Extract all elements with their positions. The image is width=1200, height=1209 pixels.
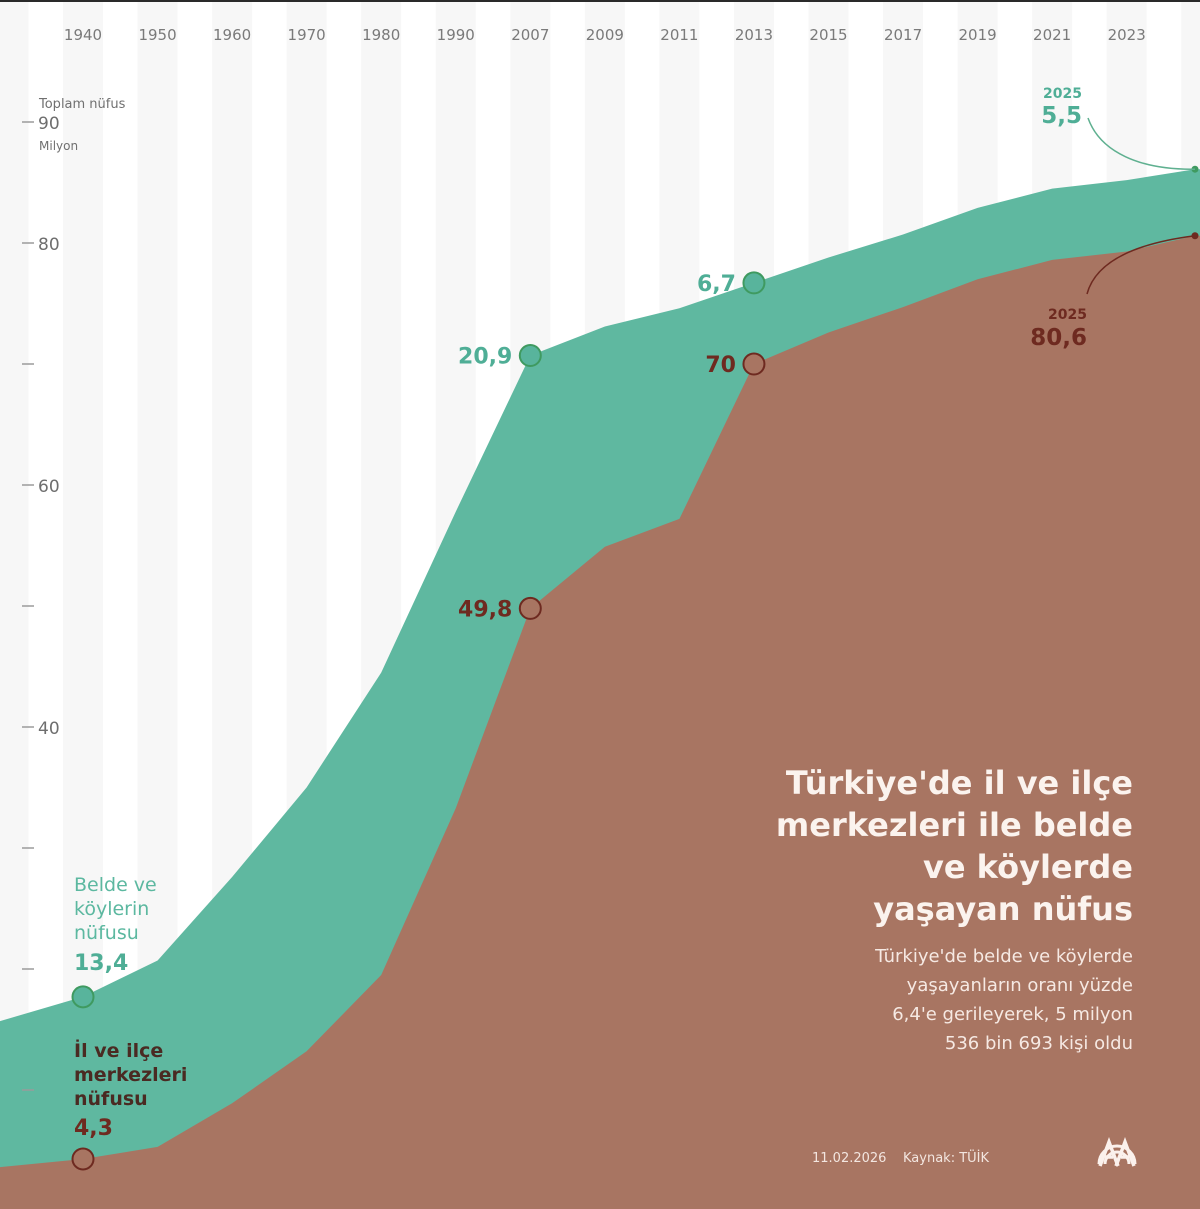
callout-arrow-rural: [1087, 117, 1196, 170]
callout-arrow-urban: [1086, 234, 1196, 295]
title-block: Türkiye'de il ve ilçe merkezleri ile beld…: [776, 764, 1133, 1054]
x-tick-label: 1940: [64, 26, 102, 44]
x-tick-label: 2023: [1108, 26, 1146, 44]
y-tick-label: 60: [38, 477, 60, 497]
marker-urban: [518, 596, 542, 620]
footer: 11.02.2026 Kaynak: TÜİK: [812, 1137, 1137, 1167]
chart-subtitle-line: yaşayanların oranı yüzde: [907, 975, 1133, 996]
legend-rural-line: köylerin: [74, 898, 149, 920]
chart-subtitle-line: 6,4'e gerileyerek, 5 milyon: [892, 1004, 1133, 1025]
value-label-rural: 13,4: [74, 951, 128, 976]
legend-urban-line: merkezleri: [74, 1064, 187, 1086]
value-label-urban: 49,8: [458, 597, 512, 622]
x-tick-label: 1990: [437, 26, 475, 44]
chart-title-line: merkezleri ile belde: [776, 806, 1133, 844]
value-label-urban: 70: [705, 353, 736, 378]
value-label-rural: 20,9: [458, 345, 512, 370]
stacked-areas: [0, 169, 1200, 1209]
x-tick-label: 1980: [362, 26, 400, 44]
callout-value-urban: 80,6: [1030, 325, 1087, 351]
x-tick-label: 1970: [288, 26, 326, 44]
x-tick-label: 2021: [1033, 26, 1071, 44]
marker-urban: [71, 1147, 95, 1171]
chart-title-line: ve köylerde: [923, 848, 1133, 886]
chart-title-line: Türkiye'de il ve ilçe: [786, 764, 1133, 802]
aa-logo-icon: [1097, 1137, 1137, 1167]
x-tick-label: 1960: [213, 26, 251, 44]
value-label-urban: 4,3: [74, 1116, 113, 1141]
x-axis-year-labels: 1940 1950 1960 1970 1980 1990 2007 2009 2011 2013…: [64, 26, 1146, 44]
legend-urban-line: nüfusu: [74, 1088, 148, 1110]
chart-title-line: yaşayan nüfus: [873, 890, 1133, 928]
area-urban-population: [0, 235, 1200, 1209]
legend-urban-line: İl ve ilçe: [74, 1038, 163, 1062]
marker-rural: [518, 344, 542, 368]
chart-subtitle-line: 536 bin 693 kişi oldu: [945, 1033, 1133, 1054]
y-tick-label: 80: [38, 235, 60, 255]
x-tick-label: 2017: [884, 26, 922, 44]
y-tick-label: 40: [38, 719, 60, 739]
x-tick-label: 2013: [735, 26, 773, 44]
marker-rural: [742, 271, 766, 295]
y-tick-label: 90: [38, 114, 60, 134]
marker-rural: [71, 985, 95, 1009]
x-tick-label: 2011: [660, 26, 698, 44]
callout-year-urban: 2025: [1048, 307, 1087, 323]
x-tick-label: 1950: [138, 26, 176, 44]
y-axis: 90 80 60 40: [22, 114, 60, 1091]
marker-urban: [742, 352, 766, 376]
x-tick-label: 2009: [586, 26, 624, 44]
chart-subtitle-line: Türkiye'de belde ve köylerde: [874, 946, 1133, 967]
callout-year-rural: 2025: [1043, 86, 1082, 102]
legend-rural-line: Belde ve: [74, 874, 157, 896]
x-tick-label: 2007: [511, 26, 549, 44]
footer-date: 11.02.2026: [812, 1151, 886, 1166]
x-tick-label: 2019: [959, 26, 997, 44]
x-tick-label: 2015: [809, 26, 847, 44]
callout-value-rural: 5,5: [1041, 103, 1082, 129]
value-label-rural: 6,7: [697, 272, 736, 297]
y-axis-unit: Milyon: [39, 139, 78, 153]
legend-rural-line: nüfusu: [74, 922, 139, 944]
footer-source: Kaynak: TÜİK: [903, 1149, 989, 1166]
y-axis-title: Toplam nüfus: [38, 97, 126, 112]
